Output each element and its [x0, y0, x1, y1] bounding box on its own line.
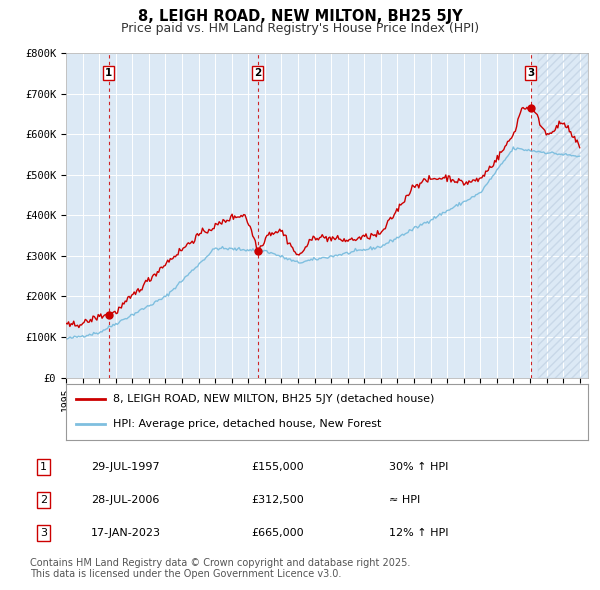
- Text: 2: 2: [40, 495, 47, 505]
- Text: 8, LEIGH ROAD, NEW MILTON, BH25 5JY (detached house): 8, LEIGH ROAD, NEW MILTON, BH25 5JY (det…: [113, 394, 434, 404]
- Point: [253, 246, 263, 255]
- Text: Price paid vs. HM Land Registry's House Price Index (HPI): Price paid vs. HM Land Registry's House …: [121, 22, 479, 35]
- Text: 17-JAN-2023: 17-JAN-2023: [91, 528, 161, 538]
- Text: 1: 1: [105, 68, 112, 78]
- Text: 2: 2: [254, 68, 262, 78]
- Text: HPI: Average price, detached house, New Forest: HPI: Average price, detached house, New …: [113, 419, 382, 430]
- Text: 30% ↑ HPI: 30% ↑ HPI: [389, 462, 448, 472]
- Text: 3: 3: [527, 68, 534, 78]
- Text: Contains HM Land Registry data © Crown copyright and database right 2025.
This d: Contains HM Land Registry data © Crown c…: [30, 558, 410, 579]
- Text: 12% ↑ HPI: 12% ↑ HPI: [389, 528, 448, 538]
- Text: 29-JUL-1997: 29-JUL-1997: [91, 462, 160, 472]
- Point: [104, 310, 113, 319]
- Text: £312,500: £312,500: [251, 495, 304, 505]
- Point: [526, 103, 535, 113]
- Text: £155,000: £155,000: [251, 462, 304, 472]
- Text: 28-JUL-2006: 28-JUL-2006: [91, 495, 159, 505]
- Text: £665,000: £665,000: [251, 528, 304, 538]
- Text: 1: 1: [40, 462, 47, 472]
- Text: 8, LEIGH ROAD, NEW MILTON, BH25 5JY: 8, LEIGH ROAD, NEW MILTON, BH25 5JY: [137, 9, 463, 24]
- Text: ≈ HPI: ≈ HPI: [389, 495, 420, 505]
- Text: 3: 3: [40, 528, 47, 538]
